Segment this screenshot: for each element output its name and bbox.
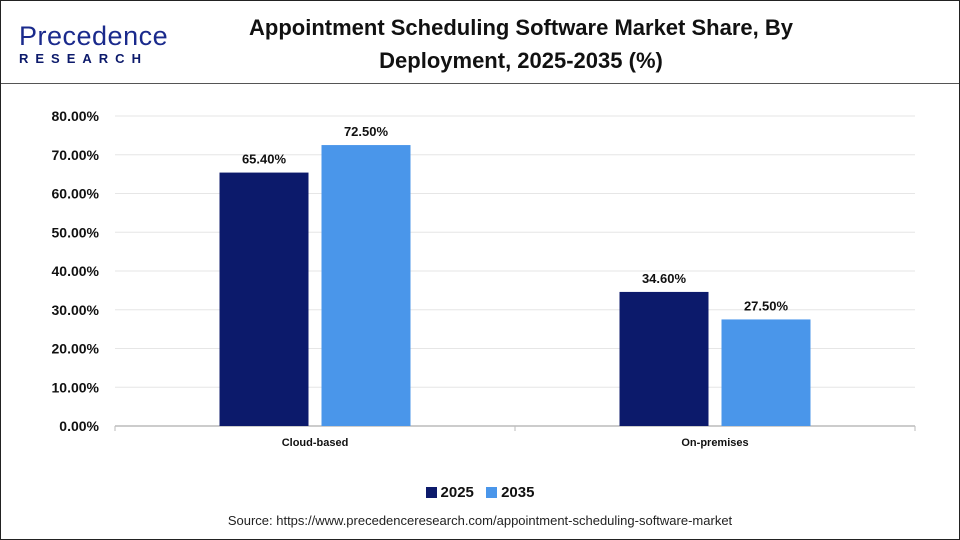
y-tick-label: 60.00%	[52, 186, 100, 202]
y-tick-label: 0.00%	[59, 418, 99, 434]
y-tick-label: 80.00%	[52, 108, 100, 124]
data-label: 34.60%	[642, 271, 687, 286]
legend-label: 2035	[501, 484, 535, 501]
header: Precedence RESEARCH Appointment Scheduli…	[1, 1, 959, 84]
logo: Precedence RESEARCH	[19, 21, 169, 67]
legend: 2025 2035	[0, 484, 960, 502]
y-tick-label: 70.00%	[52, 147, 100, 163]
chart-title: Appointment Scheduling Software Market S…	[249, 15, 793, 73]
y-tick-label: 40.00%	[52, 263, 100, 279]
data-label: 72.50%	[344, 124, 389, 139]
legend-swatch	[486, 487, 498, 498]
x-tick-label: Cloud-based	[282, 437, 349, 449]
legend-item-2025: 2025	[425, 484, 474, 501]
y-tick-label: 30.00%	[52, 302, 100, 318]
data-label: 27.50%	[744, 298, 789, 313]
bar-2025-On-premises	[619, 291, 709, 426]
x-tick-label: On-premises	[681, 437, 748, 449]
y-tick-label: 20.00%	[52, 341, 100, 357]
y-tick-label: 10.00%	[52, 379, 100, 395]
legend-item-2035: 2035	[486, 484, 534, 501]
legend-swatch	[425, 487, 437, 498]
legend-label: 2025	[440, 484, 474, 501]
y-tick-label: 50.00%	[52, 224, 100, 240]
bar-2025-Cloud-based	[219, 172, 309, 426]
data-label: 65.40%	[242, 152, 287, 167]
bar-2035-Cloud-based	[321, 145, 411, 426]
source-note: Source: https://www.precedenceresearch.c…	[227, 513, 733, 528]
logo-wordmark: Precedence	[19, 21, 169, 51]
logo-subtitle: RESEARCH	[19, 51, 148, 66]
bar-2035-On-premises	[721, 319, 811, 426]
